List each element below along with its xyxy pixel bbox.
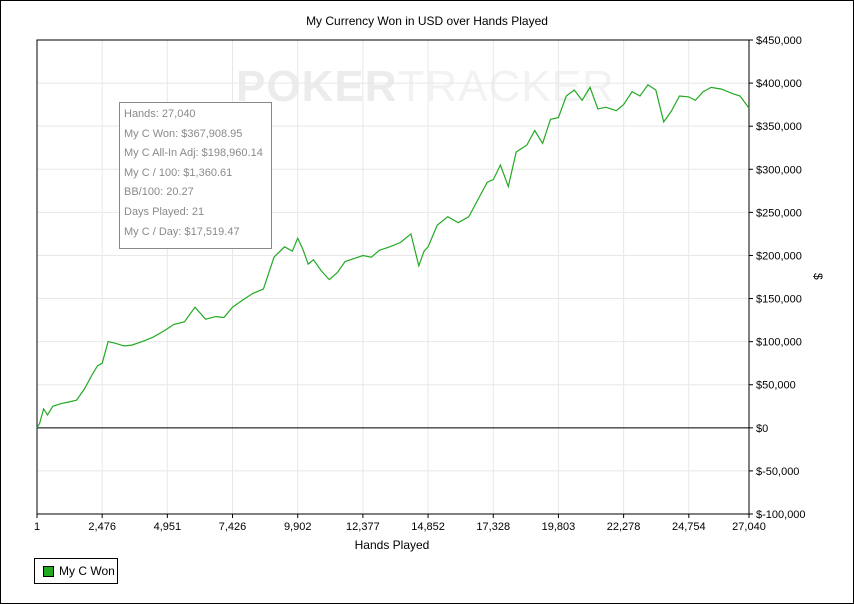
x-tick-label: 12,377 xyxy=(346,521,380,533)
x-tick-label: 7,426 xyxy=(219,521,247,533)
x-tick-label: 9,902 xyxy=(284,521,312,533)
legend-label: My C Won xyxy=(59,564,115,578)
tooltip-line: My C / 100: $1,360.61 xyxy=(124,166,233,179)
y-tick-label: $250,000 xyxy=(756,207,802,219)
watermark-logo: POKERTRACKER xyxy=(236,62,615,111)
chart-title: My Currency Won in USD over Hands Played xyxy=(306,14,548,28)
legend[interactable]: My C Won xyxy=(34,558,118,584)
plot-border xyxy=(36,39,750,515)
tooltip-line: Days Played: 21 xyxy=(124,205,205,218)
x-tick-label: 27,040 xyxy=(732,521,766,533)
x-tick-label: 19,803 xyxy=(542,521,576,533)
y-tick-label: $150,000 xyxy=(756,294,802,306)
y-axis-label: $ xyxy=(811,273,825,280)
x-tick-label: 4,951 xyxy=(154,521,182,533)
series-line xyxy=(36,83,750,429)
x-tick-label: 24,754 xyxy=(672,521,706,533)
y-tick-label: $0 xyxy=(756,423,768,435)
y-tick-label: $50,000 xyxy=(756,380,796,392)
legend-swatch xyxy=(43,565,54,577)
tooltip-line: BB/100: 20.27 xyxy=(124,186,194,199)
x-tick-label: 22,278 xyxy=(607,521,641,533)
y-tick-label: $-50,000 xyxy=(756,466,799,478)
y-tick-label: $350,000 xyxy=(756,121,802,133)
y-tick-label: $-100,000 xyxy=(756,509,806,521)
x-axis-label: Hands Played xyxy=(354,538,430,552)
tooltip-line: My C Won: $367,908.95 xyxy=(124,127,243,140)
x-tick-label: 2,476 xyxy=(88,521,116,533)
y-tick-label: $200,000 xyxy=(756,250,802,262)
y-tick-label: $100,000 xyxy=(756,337,802,349)
x-tick-label: 14,852 xyxy=(411,521,445,533)
tooltip-line: My C / Day: $17,519.47 xyxy=(124,225,240,238)
x-tick-label: 17,328 xyxy=(476,521,510,533)
tooltip-line: My C All-In Adj: $198,960.14 xyxy=(124,147,263,160)
x-tick-label: 1 xyxy=(34,521,40,533)
y-tick-label: $300,000 xyxy=(756,164,802,176)
tooltip-line: Hands: 27,040 xyxy=(124,108,196,120)
stats-tooltip: Hands: 27,040 My C Won: $367,908.95 My C… xyxy=(119,102,272,249)
y-tick-label: $400,000 xyxy=(756,78,802,90)
y-tick-label: $450,000 xyxy=(756,35,802,47)
